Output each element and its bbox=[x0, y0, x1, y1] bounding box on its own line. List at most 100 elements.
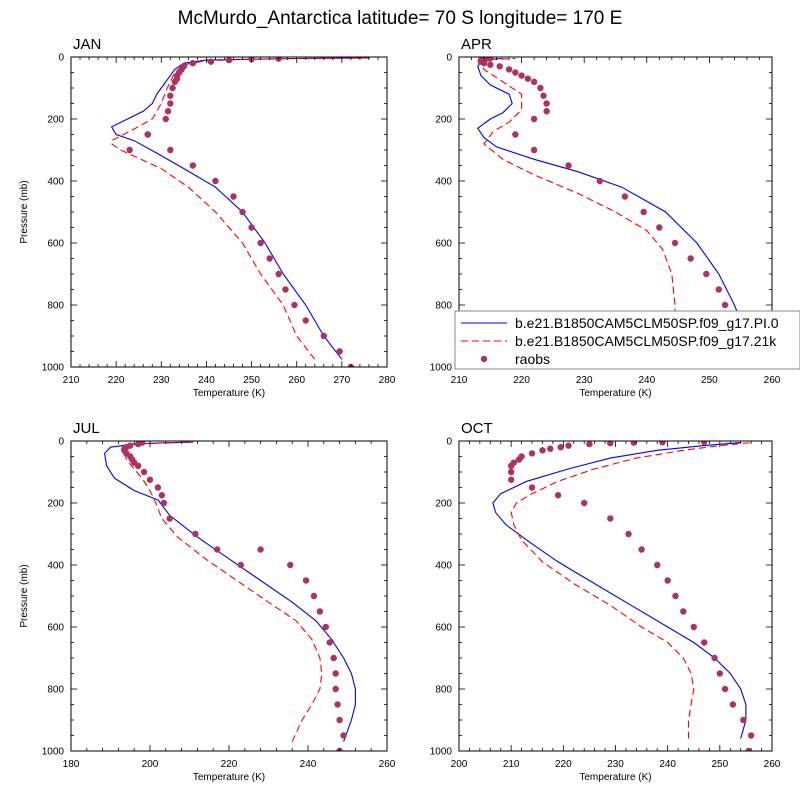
raobs-point bbox=[291, 301, 298, 309]
raobs-point bbox=[539, 447, 546, 454]
legend: b.e21.B1850CAM5CLM50SP.f09_g17.PI.0 b.e21… bbox=[454, 310, 800, 370]
raobs-point bbox=[654, 561, 661, 569]
y-tick-label: 600 bbox=[47, 239, 64, 250]
y-tick-label: 800 bbox=[435, 685, 452, 696]
legend-entry-2: raobs bbox=[480, 351, 550, 367]
raobs-point bbox=[230, 193, 237, 200]
y-tick-label: 600 bbox=[47, 623, 64, 634]
x-tick-label: 230 bbox=[607, 759, 624, 770]
x-tick-label: 200 bbox=[142, 759, 159, 770]
raobs-point bbox=[257, 239, 264, 247]
raobs-point bbox=[700, 441, 708, 446]
x-axis-label: Temperature (K) bbox=[579, 772, 651, 783]
raobs-point bbox=[700, 639, 708, 646]
raobs-point bbox=[326, 639, 333, 646]
raobs-point bbox=[167, 100, 174, 107]
raobs-point bbox=[158, 492, 166, 499]
raobs-point bbox=[729, 701, 737, 708]
panel-title-apr: APR bbox=[461, 36, 492, 53]
raobs-point bbox=[144, 131, 151, 138]
series-21k-line-oct bbox=[510, 442, 752, 739]
raobs-point bbox=[690, 623, 697, 631]
raobs-point bbox=[330, 654, 337, 662]
raobs-point bbox=[127, 442, 134, 449]
x-tick-label: 250 bbox=[711, 759, 728, 770]
raobs-point bbox=[625, 530, 632, 538]
legend-entry-1: b.e21.B1850CAM5CLM50SP.f09_g17.21k bbox=[461, 333, 777, 349]
raobs-point bbox=[505, 66, 513, 73]
raobs-point bbox=[581, 499, 588, 507]
raobs-point bbox=[518, 453, 525, 460]
x-tick-label: 240 bbox=[659, 759, 676, 770]
raobs-point bbox=[212, 177, 219, 185]
raobs-point bbox=[340, 732, 347, 739]
raobs-point bbox=[507, 468, 515, 476]
x-tick-label: 220 bbox=[221, 759, 238, 770]
raobs-point bbox=[659, 441, 666, 446]
raobs-point bbox=[537, 84, 544, 92]
raobs-point bbox=[530, 78, 538, 86]
raobs-point bbox=[310, 592, 318, 600]
raobs-point bbox=[540, 92, 547, 99]
raobs-point bbox=[126, 146, 133, 154]
series-21k-line-jul bbox=[123, 441, 323, 742]
legend-label: raobs bbox=[515, 351, 550, 367]
raobs-point bbox=[607, 441, 614, 447]
x-tick-label: 250 bbox=[701, 375, 718, 386]
legend-box: b.e21.B1850CAM5CLM50SP.f09_g17.PI.0 b.e21… bbox=[454, 310, 800, 370]
raobs-point bbox=[332, 670, 339, 677]
x-tick-label: 270 bbox=[334, 375, 351, 386]
x-tick-label: 200 bbox=[451, 759, 468, 770]
raobs-point bbox=[640, 208, 647, 216]
raobs-point bbox=[316, 608, 324, 615]
raobs-point bbox=[554, 492, 562, 499]
raobs-point bbox=[524, 75, 532, 82]
raobs-point bbox=[703, 270, 710, 278]
raobs-point bbox=[167, 146, 174, 154]
panel-oct: 200 210 220 230 240 250 260 0 200 400 600 800 1000 OC… bbox=[430, 420, 781, 783]
raobs-point bbox=[154, 484, 162, 491]
x-axis-label: Temperature (K) bbox=[579, 388, 651, 399]
y-axis-label: Pressure (mb) bbox=[19, 564, 30, 627]
raobs-point bbox=[237, 561, 245, 569]
raobs-point bbox=[671, 239, 679, 247]
x-axis-label: Temperature (K) bbox=[193, 772, 265, 783]
raobs-point bbox=[334, 701, 341, 708]
raobs-point bbox=[180, 63, 188, 70]
plot-area-apr bbox=[477, 57, 748, 367]
raobs-point bbox=[510, 459, 517, 466]
y-tick-label: 200 bbox=[47, 499, 64, 510]
raobs-point bbox=[745, 747, 752, 751]
x-tick-label: 210 bbox=[451, 375, 468, 386]
series-raobs-oct bbox=[507, 441, 755, 751]
raobs-point bbox=[146, 476, 154, 483]
raobs-point bbox=[138, 441, 146, 446]
raobs-point bbox=[596, 177, 604, 185]
y-tick-label: 600 bbox=[435, 623, 452, 634]
plot-area-jan bbox=[110, 57, 369, 367]
y-tick-label: 200 bbox=[435, 115, 452, 126]
panel-jan: 210 220 230 240 250 260 270 280 0 200 400 600 800 100… bbox=[19, 36, 396, 399]
x-tick-label: 240 bbox=[300, 759, 317, 770]
y-tick-label: 200 bbox=[47, 115, 64, 126]
y-tick-label: 800 bbox=[435, 301, 452, 312]
raobs-point bbox=[287, 561, 294, 569]
raobs-point bbox=[302, 317, 309, 324]
raobs-point bbox=[336, 348, 343, 355]
series-pi-line-apr bbox=[477, 57, 748, 360]
raobs-point bbox=[282, 286, 289, 293]
raobs-point bbox=[162, 115, 169, 123]
raobs-point bbox=[547, 445, 554, 452]
legend-label: b.e21.B1850CAM5CLM50SP.f09_g17.21k bbox=[515, 333, 777, 349]
raobs-point bbox=[621, 193, 629, 200]
y-tick-label: 800 bbox=[47, 301, 64, 312]
series-21k-line-jan bbox=[111, 57, 369, 360]
raobs-point bbox=[543, 108, 550, 115]
raobs-point bbox=[166, 515, 173, 522]
raobs-point bbox=[565, 162, 572, 169]
raobs-point bbox=[586, 441, 593, 448]
x-tick-label: 260 bbox=[764, 759, 781, 770]
raobs-point bbox=[322, 623, 329, 631]
series-21k-line-apr bbox=[480, 57, 676, 360]
